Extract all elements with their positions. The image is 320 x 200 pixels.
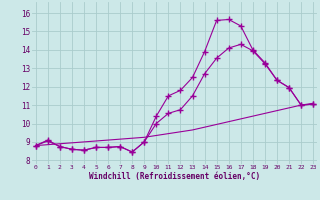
X-axis label: Windchill (Refroidissement éolien,°C): Windchill (Refroidissement éolien,°C): [89, 172, 260, 181]
